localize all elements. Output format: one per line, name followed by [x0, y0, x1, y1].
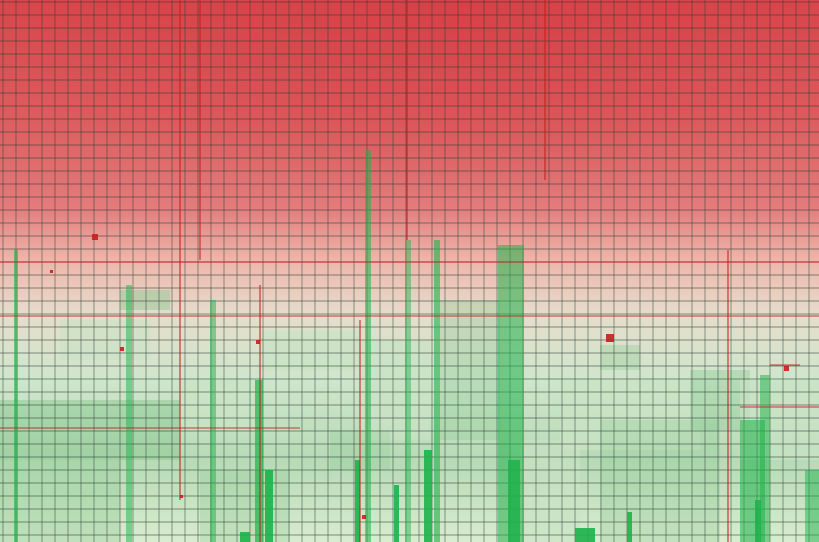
green-patch: [260, 330, 360, 370]
green-bar: [126, 285, 132, 542]
vertical-green-bars: [14, 150, 819, 542]
green-bar: [240, 532, 250, 542]
red-square: [784, 366, 789, 371]
red-accent-squares: [50, 234, 789, 519]
green-bar: [394, 485, 399, 542]
green-patch: [360, 340, 430, 440]
red-square: [120, 347, 124, 351]
green-bar: [508, 460, 520, 542]
red-glow-overlay: [0, 0, 819, 300]
green-bar: [365, 150, 371, 542]
green-bar: [210, 300, 216, 542]
red-square: [50, 270, 53, 273]
green-bar: [355, 460, 360, 542]
red-square: [362, 515, 366, 519]
green-bar: [424, 450, 432, 542]
green-patch: [440, 300, 500, 440]
red-square: [180, 495, 183, 498]
green-patch: [120, 290, 170, 310]
green-patch: [0, 400, 180, 460]
red-square: [92, 234, 98, 240]
green-patch: [520, 440, 580, 542]
green-bar: [575, 528, 595, 542]
green-bar: [805, 470, 819, 542]
green-patch: [600, 420, 720, 542]
green-bar: [755, 500, 761, 542]
green-bar: [14, 250, 18, 542]
green-bar: [760, 375, 770, 542]
green-bar: [405, 240, 411, 542]
green-bar: [255, 380, 263, 542]
green-bar: [434, 240, 440, 542]
red-square: [256, 340, 260, 344]
green-bar: [265, 470, 273, 542]
red-square: [606, 334, 614, 342]
green-patch: [0, 460, 120, 542]
green-bar: [627, 512, 632, 542]
